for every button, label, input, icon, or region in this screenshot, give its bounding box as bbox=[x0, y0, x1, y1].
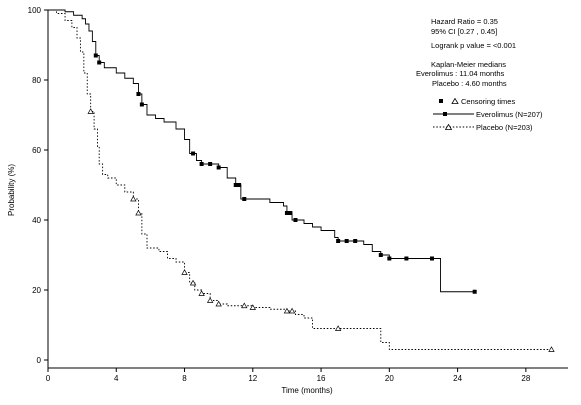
series-line bbox=[48, 9, 475, 293]
censor-mark bbox=[139, 102, 144, 107]
censor-mark bbox=[97, 60, 102, 65]
censor-mark bbox=[93, 53, 98, 58]
placebo-median-text: Placebo : 4.60 months bbox=[432, 79, 507, 88]
censor-mark bbox=[135, 209, 142, 216]
series-layer bbox=[48, 9, 555, 352]
censor-mark bbox=[242, 197, 247, 201]
censor-mark bbox=[283, 307, 291, 314]
censor-mark bbox=[130, 195, 137, 202]
censor-mark bbox=[288, 307, 296, 314]
censor-mark bbox=[387, 256, 392, 261]
y-ticks: 0 20 40 60 80 100 bbox=[28, 6, 48, 365]
legend-censor-square-icon bbox=[439, 99, 443, 103]
censor-mark bbox=[199, 162, 204, 166]
censor-mark bbox=[206, 297, 214, 303]
censor-mark bbox=[136, 92, 141, 96]
x-tick-label: 28 bbox=[521, 374, 530, 383]
legend-placebo-marker bbox=[444, 123, 453, 130]
x-tick-label: 20 bbox=[385, 374, 394, 383]
censor-mark bbox=[87, 108, 94, 114]
legend-placebo-label: Placebo (N=203) bbox=[476, 123, 533, 132]
censor-mark bbox=[404, 256, 409, 261]
ci-text: 95% CI [0.27 , 0.45] bbox=[431, 27, 497, 36]
legend-censoring-label: Censoring times bbox=[461, 97, 515, 106]
legend-everolimus-label: Everolimus (N=207) bbox=[476, 110, 543, 119]
y-axis-title: Probability (%) bbox=[7, 164, 16, 216]
stats-block: Hazard Ratio = 0.35 95% CI [0.27 , 0.45]… bbox=[416, 17, 516, 88]
x-tick-label: 4 bbox=[114, 374, 119, 383]
censor-mark bbox=[378, 253, 383, 257]
censor-mark bbox=[249, 304, 256, 310]
x-axis-title: Time (months) bbox=[281, 386, 333, 395]
censor-mark bbox=[216, 165, 221, 170]
y-tick-label: 20 bbox=[32, 286, 41, 295]
censor-mark bbox=[208, 162, 213, 166]
logrank-text: Logrank p value = <0.001 bbox=[431, 41, 516, 50]
legend-everolimus-marker bbox=[443, 112, 447, 116]
hazard-ratio-text: Hazard Ratio = 0.35 bbox=[431, 17, 498, 26]
axes bbox=[47, 10, 568, 369]
censor-mark bbox=[336, 239, 341, 243]
censor-mark bbox=[334, 325, 342, 331]
censor-mark bbox=[215, 300, 222, 307]
censor-mark bbox=[241, 302, 248, 309]
censor-mark bbox=[548, 346, 555, 352]
censor-mark bbox=[288, 211, 293, 215]
y-tick-label: 0 bbox=[37, 356, 42, 365]
censor-mark bbox=[353, 239, 358, 243]
censor-mark bbox=[430, 256, 434, 261]
everolimus-median-text: Everolimus : 11.04 months bbox=[416, 69, 504, 78]
censor-mark bbox=[284, 211, 289, 215]
x-tick-label: 24 bbox=[453, 374, 462, 383]
x-tick-label: 8 bbox=[182, 374, 187, 383]
x-tick-label: 12 bbox=[248, 374, 257, 383]
legend: Censoring times Everolimus (N=207) Place… bbox=[433, 97, 543, 132]
censor-mark bbox=[472, 289, 477, 294]
censor-mark bbox=[344, 239, 349, 243]
legend-censor-triangle-icon bbox=[451, 97, 459, 104]
x-ticks: 0 4 8 12 16 20 24 28 bbox=[46, 368, 531, 383]
censor-mark bbox=[293, 218, 298, 222]
censor-mark bbox=[181, 269, 188, 275]
y-tick-label: 60 bbox=[32, 146, 41, 155]
censor-mark bbox=[237, 183, 242, 187]
series-everolimus bbox=[48, 9, 477, 294]
censor-mark bbox=[198, 290, 205, 296]
x-tick-label: 16 bbox=[317, 374, 326, 383]
y-tick-label: 100 bbox=[28, 6, 42, 15]
y-tick-label: 80 bbox=[32, 76, 41, 85]
series-placebo bbox=[48, 9, 555, 352]
censor-mark bbox=[233, 183, 238, 187]
censor-mark bbox=[189, 279, 197, 286]
km-medians-title: Kaplan-Meier medians bbox=[431, 60, 506, 69]
censor-mark bbox=[191, 151, 196, 156]
x-tick-label: 0 bbox=[46, 374, 51, 383]
y-tick-label: 40 bbox=[32, 216, 41, 225]
